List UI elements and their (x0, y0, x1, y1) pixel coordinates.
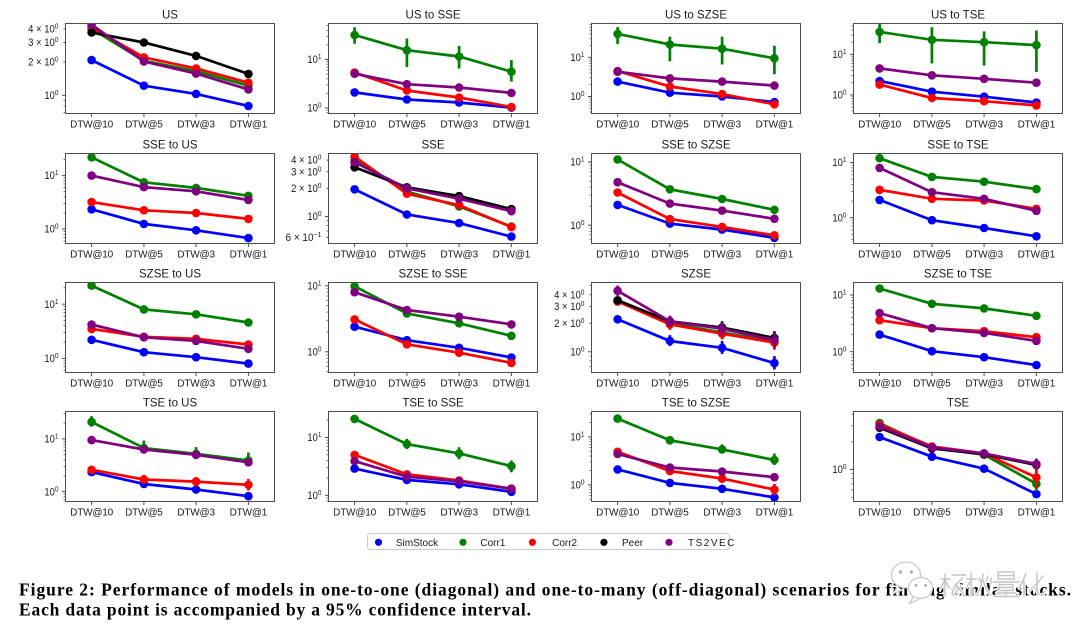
svg-text:DTW@1: DTW@1 (756, 379, 794, 390)
svg-text:DTW@1: DTW@1 (493, 250, 531, 261)
svg-text:US: US (162, 9, 178, 21)
svg-text:DTW@10: DTW@10 (333, 508, 376, 519)
svg-text:DTW@3: DTW@3 (177, 508, 215, 519)
svg-text:DTW@5: DTW@5 (913, 250, 951, 261)
svg-text:DTW@10: DTW@10 (70, 120, 113, 131)
svg-text:2 × 100: 2 × 100 (291, 181, 321, 195)
svg-text:DTW@3: DTW@3 (703, 379, 741, 390)
svg-text:DTW@3: DTW@3 (440, 508, 478, 519)
svg-text:US to SZSE: US to SZSE (665, 9, 727, 21)
svg-text:DTW@1: DTW@1 (230, 379, 268, 390)
svg-text:DTW@3: DTW@3 (703, 120, 741, 131)
svg-text:DTW@3: DTW@3 (703, 508, 741, 519)
svg-text:Peer: Peer (622, 538, 644, 549)
svg-text:DTW@3: DTW@3 (965, 508, 1003, 519)
svg-text:DTW@10: DTW@10 (333, 120, 376, 131)
svg-text:DTW@5: DTW@5 (125, 379, 163, 390)
svg-text:DTW@3: DTW@3 (177, 120, 215, 131)
svg-text:DTW@5: DTW@5 (388, 379, 426, 390)
svg-text:DTW@1: DTW@1 (756, 508, 794, 519)
svg-text:DTW@3: DTW@3 (440, 379, 478, 390)
svg-text:DTW@10: DTW@10 (596, 250, 639, 261)
svg-text:6 × 10−1: 6 × 10−1 (286, 230, 322, 244)
svg-text:DTW@5: DTW@5 (651, 120, 689, 131)
svg-text:DTW@3: DTW@3 (965, 250, 1003, 261)
svg-text:TSE to SSE: TSE to SSE (402, 397, 464, 409)
svg-text:SZSE to SSE: SZSE to SSE (398, 268, 467, 280)
svg-text:DTW@3: DTW@3 (965, 379, 1003, 390)
svg-text:SZSE to US: SZSE to US (139, 268, 201, 280)
svg-text:DTW@5: DTW@5 (913, 508, 951, 519)
svg-text:TSE to US: TSE to US (143, 397, 198, 409)
svg-text:DTW@5: DTW@5 (651, 379, 689, 390)
svg-text:4 × 100: 4 × 100 (28, 21, 58, 35)
svg-text:DTW@3: DTW@3 (440, 250, 478, 261)
svg-text:DTW@3: DTW@3 (177, 250, 215, 261)
svg-text:DTW@3: DTW@3 (440, 120, 478, 131)
svg-text:4 × 100: 4 × 100 (291, 153, 321, 167)
svg-text:SZSE: SZSE (681, 268, 711, 280)
svg-text:DTW@5: DTW@5 (913, 120, 951, 131)
svg-text:DTW@10: DTW@10 (596, 508, 639, 519)
svg-text:2 × 100: 2 × 100 (28, 55, 58, 69)
svg-text:DTW@1: DTW@1 (1018, 379, 1056, 390)
svg-text:3 × 100: 3 × 100 (554, 299, 584, 313)
svg-text:TSE: TSE (947, 397, 970, 409)
svg-text:DTW@1: DTW@1 (230, 508, 268, 519)
svg-text:DTW@3: DTW@3 (965, 120, 1003, 131)
svg-text:SSE to SZSE: SSE to SZSE (661, 139, 730, 151)
svg-text:DTW@1: DTW@1 (493, 508, 531, 519)
svg-text:SimStock: SimStock (396, 538, 439, 549)
svg-text:DTW@3: DTW@3 (177, 379, 215, 390)
svg-text:DTW@5: DTW@5 (651, 508, 689, 519)
svg-text:DTW@5: DTW@5 (388, 120, 426, 131)
svg-text:4 × 100: 4 × 100 (554, 287, 584, 301)
svg-text:DTW@10: DTW@10 (333, 250, 376, 261)
svg-text:DTW@5: DTW@5 (125, 250, 163, 261)
svg-text:DTW@10: DTW@10 (596, 120, 639, 131)
svg-text:DTW@1: DTW@1 (230, 250, 268, 261)
svg-text:3 × 100: 3 × 100 (291, 164, 321, 178)
svg-text:DTW@10: DTW@10 (858, 508, 901, 519)
svg-text:DTW@10: DTW@10 (858, 250, 901, 261)
svg-text:US to TSE: US to TSE (931, 9, 985, 21)
svg-text:DTW@10: DTW@10 (70, 379, 113, 390)
svg-text:DTW@3: DTW@3 (703, 250, 741, 261)
svg-text:DTW@5: DTW@5 (125, 120, 163, 131)
svg-text:DTW@1: DTW@1 (756, 120, 794, 131)
svg-text:Each data point is accompanied: Each data point is accompanied by a 95% … (19, 599, 531, 619)
svg-text:Figure 2: Performance of model: Figure 2: Performance of models in one-t… (19, 580, 1071, 600)
svg-text:TS2VEC: TS2VEC (688, 538, 736, 549)
svg-text:Corr1: Corr1 (480, 538, 505, 549)
svg-text:TSE to SZSE: TSE to SZSE (662, 397, 731, 409)
svg-text:SSE: SSE (421, 139, 444, 151)
svg-text:DTW@1: DTW@1 (493, 379, 531, 390)
svg-text:DTW@5: DTW@5 (388, 508, 426, 519)
svg-text:DTW@5: DTW@5 (388, 250, 426, 261)
svg-text:DTW@10: DTW@10 (858, 120, 901, 131)
svg-text:DTW@1: DTW@1 (1018, 120, 1056, 131)
svg-text:DTW@5: DTW@5 (125, 508, 163, 519)
svg-text:2 × 100: 2 × 100 (554, 316, 584, 330)
svg-text:DTW@1: DTW@1 (1018, 508, 1056, 519)
svg-text:DTW@10: DTW@10 (333, 379, 376, 390)
svg-text:DTW@10: DTW@10 (596, 379, 639, 390)
svg-text:Corr2: Corr2 (552, 538, 577, 549)
svg-text:DTW@5: DTW@5 (651, 250, 689, 261)
svg-text:SSE to TSE: SSE to TSE (927, 139, 988, 151)
svg-text:DTW@10: DTW@10 (858, 379, 901, 390)
svg-text:DTW@5: DTW@5 (913, 379, 951, 390)
svg-text:3 × 100: 3 × 100 (28, 35, 58, 49)
svg-text:SSE to US: SSE to US (143, 139, 198, 151)
svg-text:DTW@1: DTW@1 (230, 120, 268, 131)
svg-text:SZSE to TSE: SZSE to TSE (924, 268, 993, 280)
svg-text:DTW@1: DTW@1 (493, 120, 531, 131)
svg-text:DTW@1: DTW@1 (1018, 250, 1056, 261)
svg-text:DTW@10: DTW@10 (70, 508, 113, 519)
svg-text:DTW@10: DTW@10 (70, 250, 113, 261)
svg-text:DTW@1: DTW@1 (756, 250, 794, 261)
svg-text:US to SSE: US to SSE (406, 9, 461, 21)
